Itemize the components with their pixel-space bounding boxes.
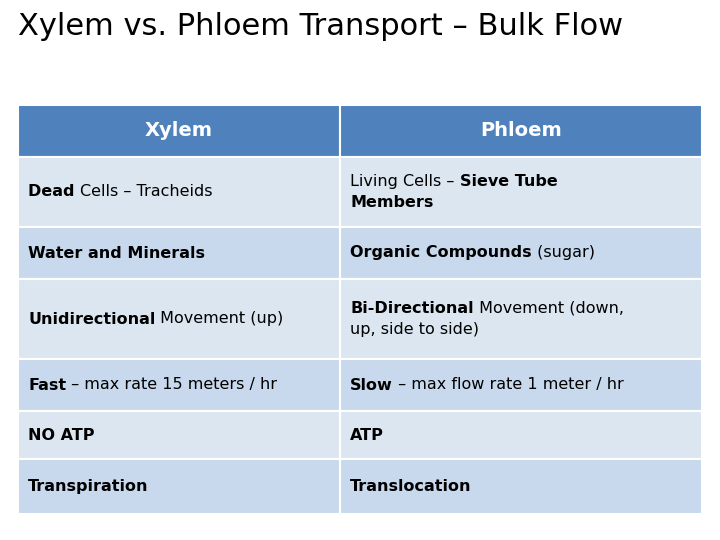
Bar xyxy=(340,411,702,459)
Bar xyxy=(18,227,340,279)
Bar xyxy=(340,105,702,157)
Text: Unidirectional: Unidirectional xyxy=(28,312,156,327)
Bar xyxy=(340,279,702,359)
Bar xyxy=(18,105,340,157)
Text: Living Cells –: Living Cells – xyxy=(350,174,459,188)
Text: Xylem: Xylem xyxy=(145,122,213,140)
Text: (sugar): (sugar) xyxy=(531,246,595,260)
Text: Cells – Tracheids: Cells – Tracheids xyxy=(80,185,212,199)
Bar xyxy=(18,359,340,411)
Text: Members: Members xyxy=(350,195,433,210)
Bar xyxy=(340,459,702,514)
Bar xyxy=(18,411,340,459)
Text: Sieve Tube: Sieve Tube xyxy=(459,174,557,188)
Text: Transpiration: Transpiration xyxy=(28,479,148,494)
Text: Organic Compounds: Organic Compounds xyxy=(350,246,531,260)
Text: Xylem vs. Phloem Transport – Bulk Flow: Xylem vs. Phloem Transport – Bulk Flow xyxy=(18,12,623,41)
Text: – max flow rate 1 meter / hr: – max flow rate 1 meter / hr xyxy=(392,377,624,393)
Bar xyxy=(18,157,340,227)
Bar xyxy=(340,359,702,411)
Text: Fast: Fast xyxy=(28,377,66,393)
Bar xyxy=(18,459,340,514)
Text: NO ATP: NO ATP xyxy=(28,428,94,442)
Text: ATP: ATP xyxy=(350,428,384,442)
Text: up, side to side): up, side to side) xyxy=(350,322,479,338)
Bar xyxy=(340,157,702,227)
Text: Movement (up): Movement (up) xyxy=(156,312,284,327)
Text: Dead: Dead xyxy=(28,185,80,199)
Text: Bi-Directional: Bi-Directional xyxy=(350,301,474,316)
Text: Slow: Slow xyxy=(350,377,392,393)
Bar xyxy=(18,279,340,359)
Bar xyxy=(340,227,702,279)
Text: Translocation: Translocation xyxy=(350,479,472,494)
Text: Water and Minerals: Water and Minerals xyxy=(28,246,205,260)
Text: Phloem: Phloem xyxy=(480,122,562,140)
Text: Movement (down,: Movement (down, xyxy=(474,301,624,316)
Text: – max rate 15 meters / hr: – max rate 15 meters / hr xyxy=(66,377,277,393)
